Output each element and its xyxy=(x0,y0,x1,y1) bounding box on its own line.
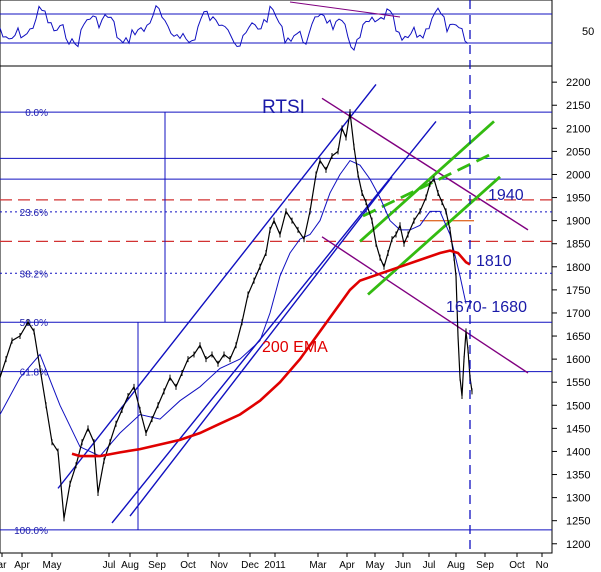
green-channel-line xyxy=(359,120,495,243)
trend-channels xyxy=(57,84,529,524)
y-tick-label: 2000 xyxy=(566,169,590,181)
x-tick-label: No xyxy=(536,560,549,571)
x-tick-label: May xyxy=(366,560,385,571)
fib-label: 100.0% xyxy=(14,526,48,537)
y-tick-label: 1400 xyxy=(566,446,590,458)
moving-average-thin xyxy=(0,159,467,457)
y-tick-label: 1450 xyxy=(566,423,590,435)
downtrend-channel-line xyxy=(321,97,529,231)
y-tick-label: 1200 xyxy=(566,539,590,551)
fib-label: 61.8% xyxy=(20,368,48,379)
fib-levels: 0.0% 23.6% 38.2% 50.0% 61.8% 100.0% xyxy=(14,108,48,537)
x-tick-label: Aug xyxy=(121,560,139,571)
uptrend-channel-line xyxy=(111,120,437,524)
x-tick-label: Jul xyxy=(423,560,436,571)
x-tick-label: Jun xyxy=(395,560,411,571)
ema-200-series xyxy=(71,249,471,458)
oscillator-panel: 50 xyxy=(0,0,594,67)
fib-label: 0.0% xyxy=(25,108,48,119)
level-1940-label: 1940 xyxy=(488,187,524,204)
x-tick-label: Nov xyxy=(210,560,228,571)
fib-label: 23.6% xyxy=(20,208,48,219)
uptrend-channel-line xyxy=(129,176,393,517)
uptrend-channel-line xyxy=(57,84,377,489)
x-tick-label: Jul xyxy=(103,560,116,571)
downtrend-channel-line xyxy=(321,236,529,374)
level-range-label: 1670- 1680 xyxy=(446,299,527,316)
price-points xyxy=(0,109,473,522)
x-tick-label: Sep xyxy=(476,560,494,571)
y-tick-label: 2050 xyxy=(566,146,590,158)
y-tick-label: 1600 xyxy=(566,354,590,366)
y-tick-label: 1350 xyxy=(566,470,590,482)
y-tick-label: 1300 xyxy=(566,493,590,505)
y-tick-label: 2100 xyxy=(566,123,590,135)
x-tick-label: Mar xyxy=(309,560,327,571)
y-tick-label: 1900 xyxy=(566,216,590,228)
green-channel-line xyxy=(367,175,501,296)
x-tick-label: ar xyxy=(0,560,7,571)
oscillator-line xyxy=(0,4,469,51)
y-tick-label: 1550 xyxy=(566,377,590,389)
level-1810-label: 1810 xyxy=(476,253,512,270)
y-tick-label: 1800 xyxy=(566,262,590,274)
y-tick-label: 2200 xyxy=(566,77,590,89)
price-series xyxy=(0,112,473,519)
y-tick-label: 2150 xyxy=(566,100,590,112)
y-tick-label: 1500 xyxy=(566,400,590,412)
fib-label: 38.2% xyxy=(20,269,48,280)
x-tick-label: Apr xyxy=(14,560,30,571)
osc-tick-50: 50 xyxy=(582,26,594,38)
x-tick-label: Sep xyxy=(148,560,166,571)
x-tick-label: May xyxy=(43,560,62,571)
x-tick-label: Oct xyxy=(180,560,196,571)
y-tick-label: 1950 xyxy=(566,193,590,205)
green-channel-mid xyxy=(362,152,493,218)
x-tick-label: 2011 xyxy=(264,560,286,571)
chart-title: RTSI xyxy=(262,97,305,118)
ema-label: 200 EMA xyxy=(262,339,328,356)
y-tick-label: 1850 xyxy=(566,239,590,251)
y-tick-label: 1700 xyxy=(566,308,590,320)
y-tick-label: 1250 xyxy=(566,516,590,528)
x-axis: ar Apr May Jul Aug Sep Oct Nov Dec 2011 Mar Apr May J… xyxy=(0,552,552,571)
fib-label: 50.0% xyxy=(20,318,48,329)
x-tick-label: Oct xyxy=(509,560,525,571)
y-axis: 1200 1250 1300 1350 1400 1450 1500 1550 1600 1650… xyxy=(552,77,590,551)
x-tick-label: Apr xyxy=(339,560,355,571)
x-tick-label: Aug xyxy=(447,560,465,571)
y-tick-label: 1750 xyxy=(566,285,590,297)
price-panel: 0.0% 23.6% 38.2% 50.0% 61.8% 100.0% RTSI 200 … xyxy=(0,0,553,554)
x-tick-label: Dec xyxy=(241,560,259,571)
y-tick-label: 1650 xyxy=(566,331,590,343)
